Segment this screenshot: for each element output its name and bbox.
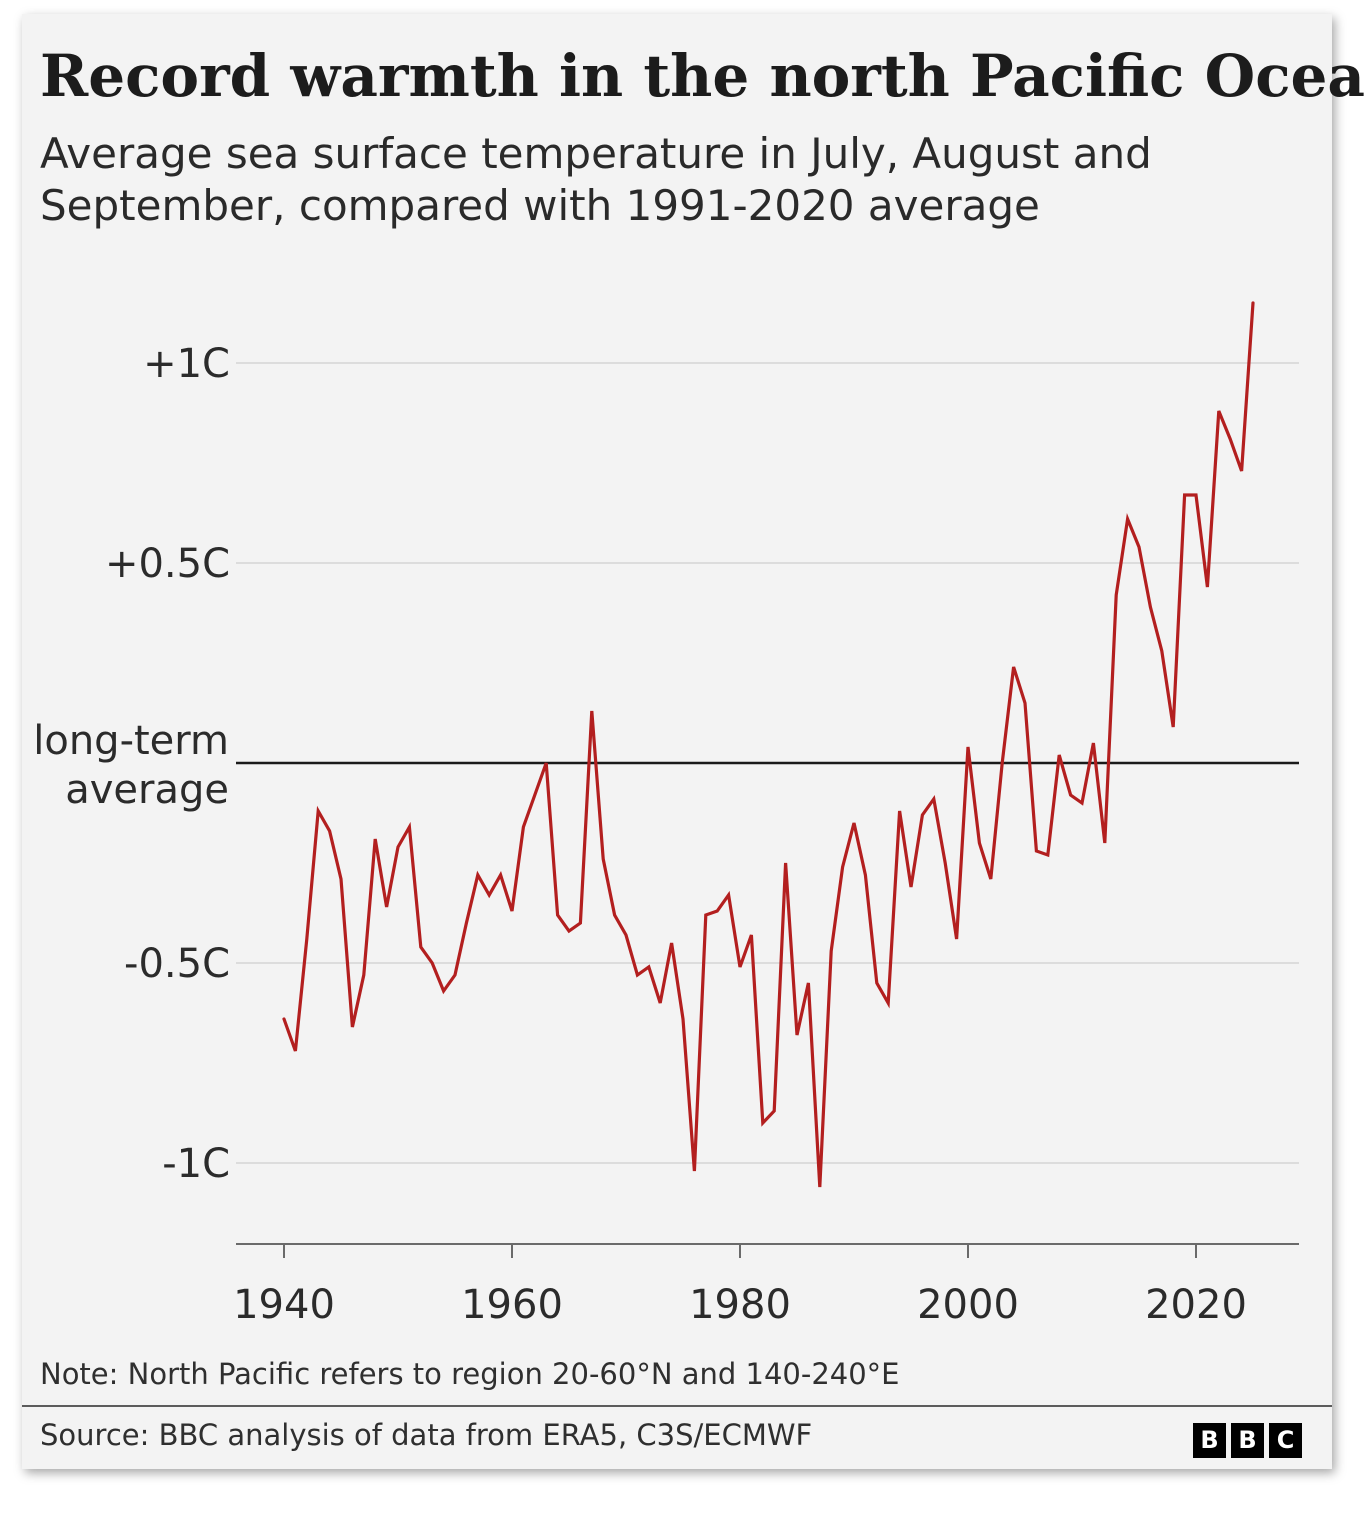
bbc-logo: B B C (1193, 1423, 1302, 1458)
chart-card (22, 14, 1332, 1469)
series-layer (282, 301, 1255, 1188)
x-tick-label-1: 1940 (233, 1282, 335, 1328)
y-tick-label-2: +0.5C (105, 541, 230, 587)
subtitle-line-2: September, compared with 1991-2020 avera… (40, 181, 1040, 230)
x-tick-label-2: 1960 (461, 1282, 563, 1328)
series-line-1 (282, 301, 1255, 1188)
chart-source: Source: BBC analysis of data from ERA5, … (40, 1418, 813, 1452)
chart-subtitle: Average sea surface temperature in July,… (40, 128, 1240, 232)
reference-label-line-2: average (65, 767, 229, 813)
x-tick-label-5: 2020 (1145, 1282, 1247, 1328)
chart-title: Record warmth in the north Pacific Ocean (40, 42, 1364, 110)
x-axis: 1940 1960 1980 2000 2020 (233, 1243, 1299, 1328)
logo-letter-1: B (1193, 1423, 1226, 1458)
logo-letter-3: C (1269, 1423, 1302, 1458)
y-axis-labels: +1C +0.5C -0.5C -1C (105, 341, 230, 1187)
x-tick-label-4: 2000 (917, 1282, 1019, 1328)
reference-label-line-1: long-term (33, 718, 229, 764)
subtitle-line-1: Average sea surface temperature in July,… (40, 129, 1152, 178)
y-tick-label-1: +1C (143, 341, 230, 387)
chart-note: Note: North Pacific refers to region 20-… (40, 1357, 900, 1391)
x-tick-label-3: 1980 (689, 1282, 791, 1328)
y-tick-label-4: -1C (162, 1141, 230, 1187)
y-tick-label-3: -0.5C (124, 941, 230, 987)
logo-letter-2: B (1231, 1423, 1264, 1458)
footer-divider (22, 1405, 1332, 1407)
